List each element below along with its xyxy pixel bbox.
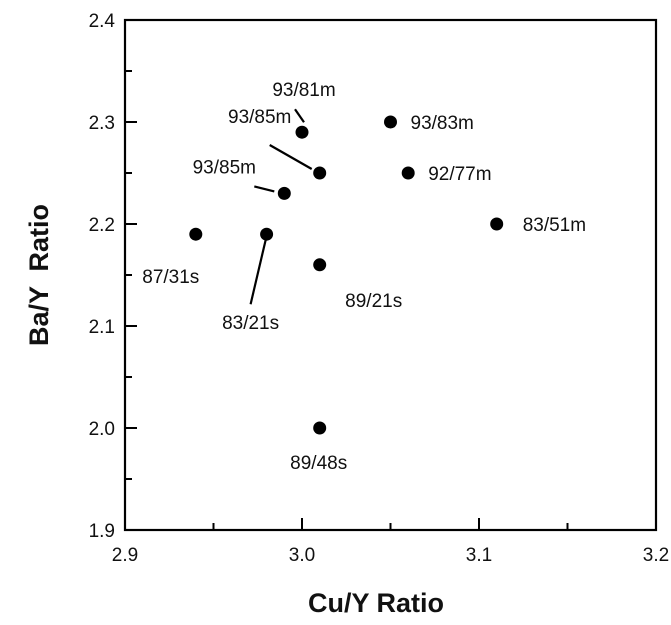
leader-line — [294, 108, 305, 123]
x-tick-label: 3.2 — [643, 545, 669, 566]
data-point-label: 92/77m — [428, 164, 491, 185]
data-point-label: 93/85m — [228, 107, 291, 128]
plot-frame — [123, 18, 658, 532]
data-point — [313, 421, 327, 435]
y-tick-label: 2.0 — [89, 419, 115, 440]
data-point — [189, 227, 203, 241]
y-tick-label: 2.3 — [89, 113, 115, 134]
data-point — [277, 186, 291, 200]
x-tick-label: 2.9 — [112, 545, 138, 566]
data-point — [401, 166, 415, 180]
data-point-label: 89/21s — [345, 291, 402, 312]
x-tick-label: 3.1 — [466, 545, 492, 566]
data-point-label: 93/81m — [272, 80, 335, 101]
data-point-label: 83/51m — [523, 215, 586, 236]
data-point — [295, 125, 309, 139]
data-point-label: 87/31s — [142, 267, 199, 288]
y-tick-label: 2.2 — [89, 215, 115, 236]
tick-labels: 2.9 3.0 3.1 3.2 1.9 2.0 2.1 2.2 2.3 2.4 — [89, 11, 670, 566]
y-axis-title: Ba/Y Ratio — [24, 204, 54, 346]
data-points — [189, 115, 504, 435]
data-point — [384, 115, 397, 129]
data-point — [260, 227, 274, 241]
y-tick-label: 1.9 — [89, 521, 115, 542]
axis-ticks — [124, 19, 657, 531]
data-point — [313, 258, 327, 272]
y-tick-label: 2.1 — [89, 317, 115, 338]
data-point-label: 93/85m — [193, 157, 256, 178]
label-leader-lines — [249, 108, 313, 305]
x-tick-label: 3.0 — [289, 545, 315, 566]
data-point-labels: 93/81m 93/83m 93/85m 92/77m 93/85m 83/51m 87/3… — [142, 80, 586, 474]
x-axis-title: Cu/Y Ratio — [308, 588, 444, 618]
data-point-label: 89/48s — [290, 453, 347, 474]
leader-line — [249, 239, 267, 305]
leader-line — [269, 144, 313, 170]
data-point-label: 83/21s — [222, 313, 279, 334]
data-point — [490, 217, 504, 231]
data-point — [313, 166, 327, 180]
leader-line — [254, 185, 275, 193]
y-tick-label: 2.4 — [89, 11, 116, 32]
data-point-label: 93/83m — [411, 113, 474, 134]
